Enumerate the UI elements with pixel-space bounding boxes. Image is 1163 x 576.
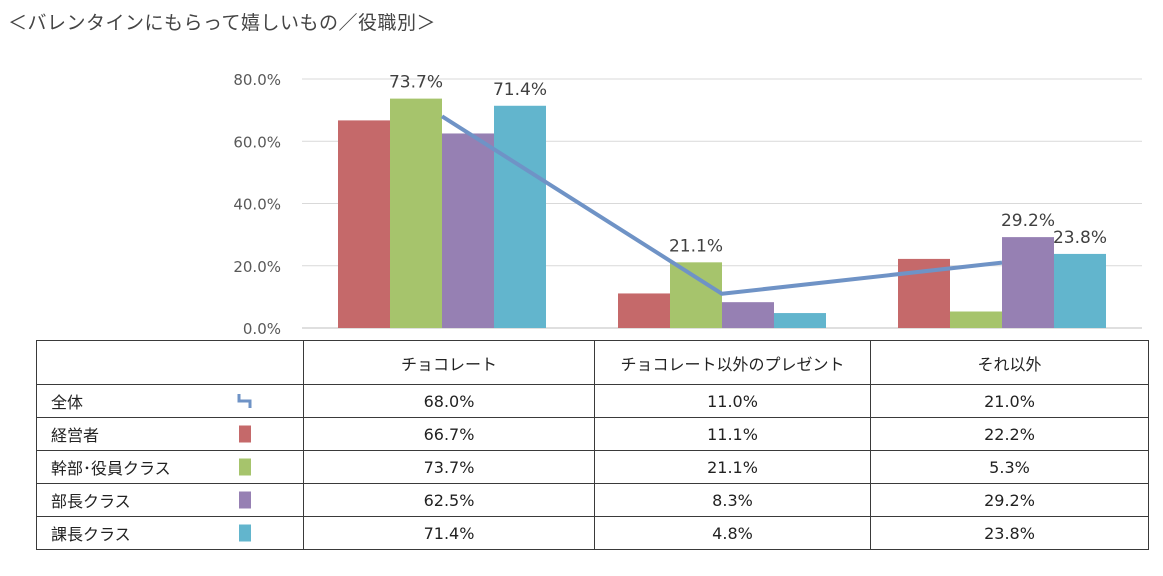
legend-swatch: [239, 524, 251, 542]
bar: [338, 120, 390, 329]
table-cell: 68.0%: [303, 384, 595, 418]
bar: [722, 302, 774, 328]
data-label: 73.7%: [389, 73, 443, 93]
data-label: 29.2%: [1001, 211, 1055, 231]
table-row-officers: 幹部･役員クラス 73.7% 21.1% 5.3%: [36, 450, 1149, 484]
y-axis-tick-labels: 0.0% 20.0% 40.0% 60.0% 80.0%: [233, 71, 281, 338]
table-header-corner: [36, 340, 304, 385]
row-label-cell: 部長クラス: [36, 483, 304, 517]
table-cell: 66.7%: [303, 417, 595, 451]
table-cell: 22.2%: [870, 417, 1149, 451]
table-header-chocolate: チョコレート: [303, 340, 595, 385]
legend-swatch: [239, 458, 251, 476]
bar: [1054, 253, 1106, 328]
table-cell: 23.8%: [870, 516, 1149, 550]
bar-line-chart: 0.0% 20.0% 40.0% 60.0% 80.0% 73.7% 71.4% 21.1%…: [233, 71, 1142, 338]
bar: [618, 293, 670, 328]
table-cell: 62.5%: [303, 483, 595, 517]
row-label-cell: 幹部･役員クラス: [36, 450, 304, 484]
bar: [1002, 237, 1054, 328]
table-row-managers: 課長クラス 71.4% 4.8% 23.8%: [36, 516, 1149, 550]
bar: [670, 262, 722, 328]
table-cell: 11.1%: [594, 417, 871, 451]
table-header-other-gift: チョコレート以外のプレゼント: [594, 340, 871, 385]
legend-swatch: [239, 425, 251, 443]
table-row-executives: 経営者 66.7% 11.1% 22.2%: [36, 417, 1149, 451]
bar: [442, 133, 494, 328]
overall-line: [440, 114, 1003, 296]
row-label-cell: 全体: [36, 384, 304, 418]
chart-title: ＜バレンタインにもらって嬉しいもの／役職別＞: [8, 12, 437, 34]
legend-swatch: [239, 491, 251, 509]
row-label: 全体: [51, 393, 84, 412]
table-header-row: チョコレート チョコレート以外のプレゼント それ以外: [36, 340, 1149, 385]
bar: [494, 105, 546, 328]
data-labels: 73.7% 71.4% 21.1% 29.2%23.8%: [389, 73, 1107, 257]
y-tick-label: 20.0%: [233, 258, 281, 276]
y-tick-label: 0.0%: [243, 320, 281, 338]
data-label: 21.1%: [669, 236, 723, 256]
table-cell: 71.4%: [303, 516, 595, 550]
table-row-directors: 部長クラス 62.5% 8.3% 29.2%: [36, 483, 1149, 517]
table-cell: 21.1%: [594, 450, 871, 484]
row-label: 経営者: [51, 426, 100, 445]
data-label: 23.8%: [1053, 228, 1107, 248]
table-cell: 11.0%: [594, 384, 871, 418]
table-header-other: それ以外: [870, 340, 1149, 385]
table-cell: 29.2%: [870, 483, 1149, 517]
y-tick-label: 40.0%: [233, 196, 281, 214]
table-cell: 21.0%: [870, 384, 1149, 418]
row-label: 課長クラス: [51, 525, 131, 544]
table-cell: 8.3%: [594, 483, 871, 517]
y-tick-label: 60.0%: [233, 133, 281, 151]
table-row-overall: 全体 68.0% 11.0% 21.0%: [36, 384, 1149, 418]
overall-line-path: [440, 114, 1003, 296]
data-label: 71.4%: [493, 80, 547, 100]
table-cell: 5.3%: [870, 450, 1149, 484]
bar: [950, 311, 1002, 328]
y-tick-label: 80.0%: [233, 71, 281, 89]
legend-line-icon: [237, 394, 252, 408]
row-label-cell: 課長クラス: [36, 516, 304, 550]
bar: [390, 98, 442, 328]
table-cell: 4.8%: [594, 516, 871, 550]
row-label-cell: 経営者: [36, 417, 304, 451]
data-table: チョコレート チョコレート以外のプレゼント それ以外 全体 68.0% 11.0…: [36, 340, 1149, 550]
bar: [774, 313, 826, 328]
table-cell: 73.7%: [303, 450, 595, 484]
row-label: 幹部･役員クラス: [51, 459, 171, 478]
row-label: 部長クラス: [51, 492, 131, 511]
